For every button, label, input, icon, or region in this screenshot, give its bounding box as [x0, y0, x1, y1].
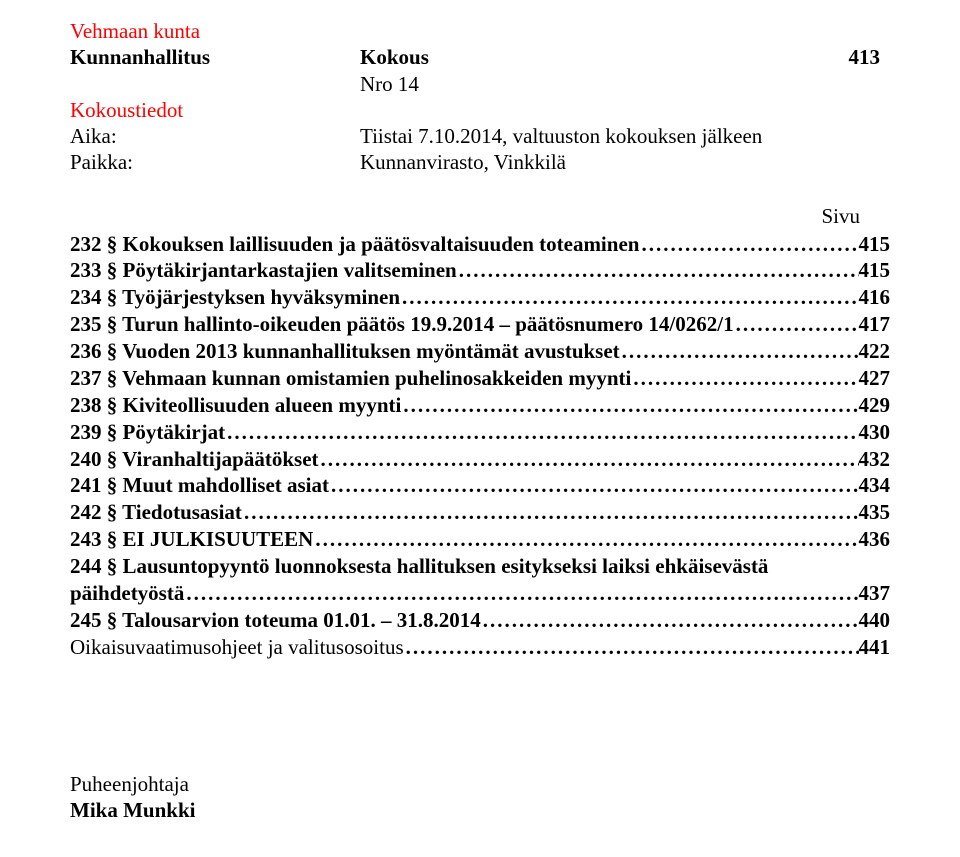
sivu-row: Sivu — [70, 204, 890, 229]
toc-leader: ........................................… — [404, 634, 859, 661]
toc-title: 237 § Vehmaan kunnan omistamien puhelino… — [70, 365, 631, 392]
toc-entry: 234 § Työjärjestyksen hyväksyminen......… — [70, 284, 890, 311]
toc-leader: ........................................… — [481, 607, 859, 634]
toc-leader: ........................................… — [184, 580, 858, 607]
toc-entry: päihdetyöstä............................… — [70, 580, 890, 607]
toc-title: päihdetyöstä — [70, 580, 184, 607]
toc-title: 239 § Pöytäkirjat — [70, 419, 225, 446]
toc-title: 232 § Kokouksen laillisuuden ja päätösva… — [70, 231, 639, 258]
board-name: Kunnanhallitus — [70, 44, 360, 70]
page: Vehmaan kunta Kunnanhallitus Kokous 413 … — [0, 0, 960, 853]
toc-leader: ........................................… — [225, 419, 858, 446]
toc-title: 238 § Kiviteollisuuden alueen myynti — [70, 392, 401, 419]
toc-leader: ........................................… — [620, 338, 859, 365]
toc-entry: 232 § Kokouksen laillisuuden ja päätösva… — [70, 231, 890, 258]
toc-leader: ........................................… — [319, 446, 859, 473]
toc-page: 429 — [859, 392, 891, 419]
toc-page: 416 — [859, 284, 891, 311]
toc-page: 440 — [859, 607, 891, 634]
toc-leader: ........................................… — [401, 392, 858, 419]
toc-entry: 243 § EI JULKISUUTEEN...................… — [70, 526, 890, 553]
toc-entry: 238 § Kiviteollisuuden alueen myynti....… — [70, 392, 890, 419]
paikka-value: Kunnanvirasto, Vinkkilä — [360, 149, 630, 175]
toc-title: 234 § Työjärjestyksen hyväksyminen — [70, 284, 400, 311]
toc-leader: ........................................… — [457, 257, 859, 284]
toc-entry: 245 § Talousarvion toteuma 01.01. – 31.8… — [70, 607, 890, 634]
toc-title: 241 § Muut mahdolliset asiat — [70, 472, 329, 499]
toc-title: 243 § EI JULKISUUTEEN — [70, 526, 313, 553]
toc-entry: 239 § Pöytäkirjat.......................… — [70, 419, 890, 446]
toc-title: 233 § Pöytäkirjantarkastajien valitsemin… — [70, 257, 457, 284]
toc-leader: ........................................… — [242, 499, 859, 526]
toc-entry: 242 § Tiedotusasiat.....................… — [70, 499, 890, 526]
sivu-label: Sivu — [821, 204, 890, 229]
toc-page: 436 — [859, 526, 891, 553]
toc-title: 242 § Tiedotusasiat — [70, 499, 242, 526]
toc-title: Oikaisuvaatimusohjeet ja valitusosoitus — [70, 634, 404, 661]
toc-page: 427 — [859, 365, 891, 392]
footer-name: Mika Munkki — [70, 797, 890, 823]
toc-page: 415 — [859, 257, 891, 284]
meeting-label: Kokous — [360, 44, 630, 70]
toc-page: 415 — [859, 231, 891, 258]
page-number: 413 — [630, 44, 890, 70]
paikka-label: Paikka: — [70, 149, 360, 175]
toc-title: 245 § Talousarvion toteuma 01.01. – 31.8… — [70, 607, 481, 634]
toc-leader: ........................................… — [329, 472, 858, 499]
toc-page: 434 — [859, 472, 891, 499]
aika-value: Tiistai 7.10.2014, valtuuston kokouksen … — [360, 123, 890, 149]
table-of-contents: 232 § Kokouksen laillisuuden ja päätösva… — [70, 231, 890, 661]
footer-role: Puheenjohtaja — [70, 771, 890, 797]
toc-entry: 236 § Vuoden 2013 kunnanhallituksen myön… — [70, 338, 890, 365]
toc-title: 240 § Viranhaltijapäätökset — [70, 446, 319, 473]
meeting-info-label: Kokoustiedot — [70, 97, 360, 123]
toc-leader: ........................................… — [639, 231, 858, 258]
toc-title: 235 § Turun hallinto-oikeuden päätös 19.… — [70, 311, 734, 338]
toc-entry: 244 § Lausuntopyyntö luonnoksesta hallit… — [70, 553, 890, 580]
toc-page: 441 — [859, 634, 891, 661]
org-name: Vehmaan kunta — [70, 18, 360, 44]
toc-leader: ........................................… — [400, 284, 858, 311]
toc-entry: 240 § Viranhaltijapäätökset.............… — [70, 446, 890, 473]
toc-page: 437 — [859, 580, 891, 607]
aika-label: Aika: — [70, 123, 360, 149]
toc-leader: ........................................… — [631, 365, 858, 392]
toc-page: 432 — [859, 446, 891, 473]
toc-leader: ........................................… — [313, 526, 858, 553]
header-block: Vehmaan kunta Kunnanhallitus Kokous 413 … — [70, 18, 890, 176]
toc-title: 236 § Vuoden 2013 kunnanhallituksen myön… — [70, 338, 620, 365]
toc-title: 244 § Lausuntopyyntö luonnoksesta hallit… — [70, 553, 768, 580]
toc-entry: 233 § Pöytäkirjantarkastajien valitsemin… — [70, 257, 890, 284]
toc-page: 430 — [859, 419, 891, 446]
toc-entry: Oikaisuvaatimusohjeet ja valitusosoitus.… — [70, 634, 890, 661]
toc-entry: 235 § Turun hallinto-oikeuden päätös 19.… — [70, 311, 890, 338]
toc-leader: ........................................… — [734, 311, 859, 338]
nro-line: Nro 14 — [360, 71, 630, 97]
toc-page: 435 — [859, 499, 891, 526]
toc-entry: 237 § Vehmaan kunnan omistamien puhelino… — [70, 365, 890, 392]
toc-page: 422 — [859, 338, 891, 365]
toc-page: 417 — [859, 311, 891, 338]
toc-entry: 241 § Muut mahdolliset asiat............… — [70, 472, 890, 499]
footer: Puheenjohtaja Mika Munkki — [70, 771, 890, 824]
